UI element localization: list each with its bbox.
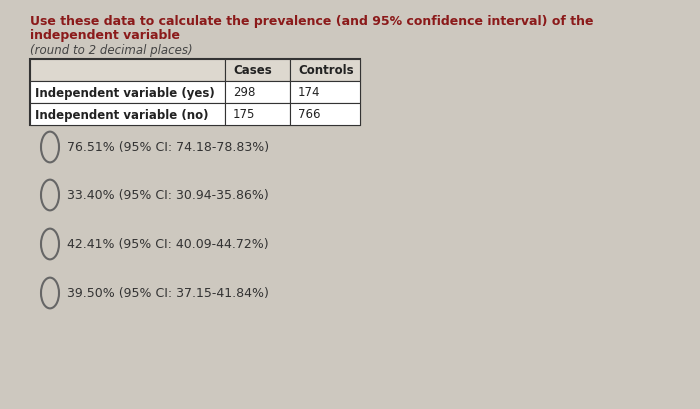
Text: Controls: Controls bbox=[298, 64, 354, 77]
Text: Independent variable (yes): Independent variable (yes) bbox=[35, 86, 215, 99]
Bar bbox=[225, 104, 290, 126]
Bar bbox=[30, 82, 225, 104]
Text: 76.51% (95% CI: 74.18-78.83%): 76.51% (95% CI: 74.18-78.83%) bbox=[67, 141, 269, 154]
Bar bbox=[225, 82, 290, 104]
Bar bbox=[290, 104, 360, 126]
Text: Independent variable (no): Independent variable (no) bbox=[35, 108, 209, 121]
Bar bbox=[290, 82, 360, 104]
Bar bbox=[225, 60, 290, 82]
Text: Use these data to calculate the prevalence (and 95% confidence interval) of the: Use these data to calculate the prevalen… bbox=[30, 15, 594, 28]
Text: 42.41% (95% CI: 40.09-44.72%): 42.41% (95% CI: 40.09-44.72%) bbox=[67, 238, 269, 251]
Text: 33.40% (95% CI: 30.94-35.86%): 33.40% (95% CI: 30.94-35.86%) bbox=[67, 189, 269, 202]
Text: independent variable: independent variable bbox=[30, 29, 180, 42]
Text: 175: 175 bbox=[233, 108, 256, 121]
Bar bbox=[30, 60, 225, 82]
Bar bbox=[290, 60, 360, 82]
Text: 39.50% (95% CI: 37.15-41.84%): 39.50% (95% CI: 37.15-41.84%) bbox=[67, 287, 269, 300]
Bar bbox=[30, 60, 360, 126]
Text: 174: 174 bbox=[298, 86, 321, 99]
Text: 298: 298 bbox=[233, 86, 256, 99]
Text: Cases: Cases bbox=[233, 64, 272, 77]
Text: 766: 766 bbox=[298, 108, 321, 121]
Text: (round to 2 decimal places): (round to 2 decimal places) bbox=[30, 44, 193, 57]
Bar bbox=[30, 104, 225, 126]
